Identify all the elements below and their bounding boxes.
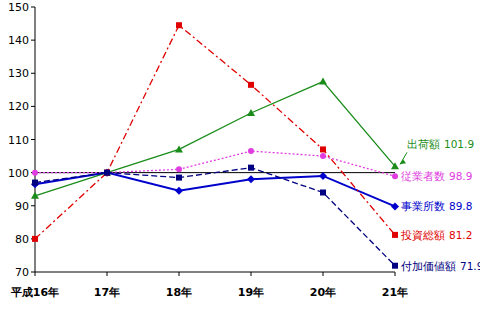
marker [104, 170, 110, 176]
marker [248, 148, 254, 154]
marker [175, 145, 183, 152]
end-label-name: 付加価値額 [401, 260, 456, 272]
marker [392, 173, 398, 179]
end-label-value: 101.9 [444, 138, 474, 150]
marker [320, 190, 326, 196]
y-tick [31, 205, 35, 206]
x-tick-label: 17年 [94, 286, 120, 299]
marker [248, 165, 254, 171]
marker [320, 146, 326, 152]
plot-area [31, 22, 399, 268]
x-tick-label: 18年 [166, 286, 192, 299]
series-line [35, 82, 395, 196]
y-tick [31, 73, 35, 74]
series-line [35, 25, 395, 239]
x-axis [35, 272, 395, 273]
leader-line [400, 152, 407, 164]
marker [31, 192, 39, 199]
marker [176, 166, 182, 172]
marker [32, 170, 38, 176]
y-tick [31, 7, 35, 8]
marker [104, 170, 110, 176]
y-tick-label: 90 [15, 200, 29, 213]
end-label-value: 89.8 [449, 200, 472, 212]
y-tick [31, 106, 35, 107]
marker [32, 236, 38, 242]
x-tick-label: 19年 [238, 286, 264, 299]
chart: 70 80 90 100 110 120 130 140 150 平成16年 17年 18年 19年 20… [0, 0, 480, 312]
marker [319, 78, 327, 85]
marker [176, 175, 182, 181]
marker [391, 162, 399, 169]
x-tick [35, 272, 36, 276]
marker [104, 170, 110, 176]
y-tick-label: 120 [8, 100, 29, 113]
y-tick [31, 272, 35, 273]
marker [248, 82, 254, 88]
x-tick-label: 平成16年 [10, 286, 59, 299]
y-tick [31, 139, 35, 140]
y-tick-label: 80 [15, 233, 29, 246]
y-tick-label: 100 [8, 167, 29, 180]
y-tick-label: 70 [15, 266, 29, 279]
x-tick [323, 272, 324, 276]
marker [247, 175, 255, 183]
x-tick [395, 272, 396, 276]
end-label: 付加価値額 71.9 [401, 260, 480, 272]
end-label-name: 事業所数 [401, 200, 445, 212]
marker [320, 153, 326, 159]
end-label-value: 71.9 [460, 260, 480, 272]
y-tick [31, 40, 35, 41]
marker [247, 109, 255, 116]
marker [392, 263, 398, 269]
leader-arrow [400, 159, 406, 164]
end-label-name: 投資総額 [400, 229, 445, 241]
end-label: 出荷額 101.9 [407, 138, 474, 150]
y-tick-label: 130 [8, 67, 29, 80]
x-tick [107, 272, 108, 276]
y-axis [35, 7, 36, 272]
end-label-value: 81.2 [449, 229, 472, 241]
y-tick-label: 150 [8, 1, 29, 14]
marker [31, 180, 39, 188]
series-line [35, 168, 395, 266]
marker [319, 172, 327, 180]
marker [103, 169, 111, 177]
series-line [35, 173, 395, 207]
end-label-value: 98.9 [449, 170, 472, 182]
x-tick-label: 20年 [310, 286, 336, 299]
end-label-name: 出荷額 [407, 138, 440, 150]
marker [391, 202, 399, 210]
end-label: 事業所数 89.8 [401, 200, 472, 212]
y-tick-label: 140 [8, 34, 29, 47]
marker [32, 180, 38, 186]
x-tick [251, 272, 252, 276]
marker [103, 169, 111, 176]
x-tick [179, 272, 180, 276]
end-label: 従業者数 98.9 [401, 170, 472, 182]
marker [176, 22, 182, 28]
marker [392, 232, 398, 238]
y-tick-label: 110 [8, 134, 29, 147]
marker [175, 187, 183, 195]
x-tick-label: 21年 [382, 286, 408, 299]
end-label-name: 従業者数 [401, 170, 445, 182]
end-label: 投資総額 81.2 [400, 229, 472, 241]
